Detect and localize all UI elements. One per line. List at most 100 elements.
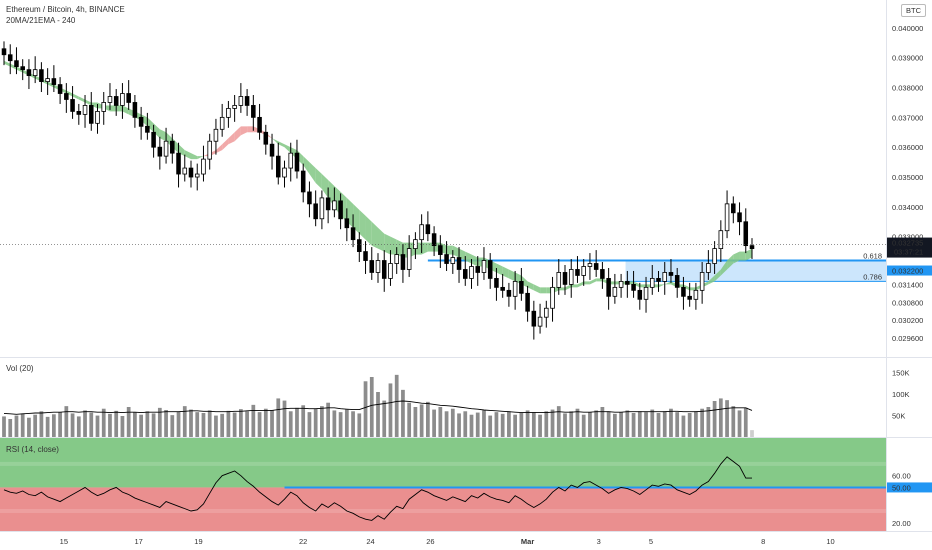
candle [718,230,724,249]
ribbon-segment [303,156,310,175]
rsi-overbought-band [0,461,886,466]
volume-bar [133,412,137,437]
price-tick: 0.033000 [892,233,923,242]
volume-bar [382,400,387,437]
volume-bar [407,402,412,437]
candle [307,191,312,205]
volume-tick: 50K [892,412,905,421]
price-tick: 0.031400 [892,280,923,289]
candle [612,286,618,297]
candle [20,66,25,71]
volume-bar [650,409,655,437]
volume-bar [176,411,181,437]
time-tick: 3 [597,537,601,546]
volume-bar [444,411,449,437]
candle [207,140,212,160]
fib-label: 0.786 [863,272,882,281]
price-tick: 0.034000 [892,203,923,212]
ribbon-segment [596,278,603,282]
currency-badge[interactable]: BTC [901,4,926,17]
candle [600,269,605,279]
volume-bar [276,398,281,437]
ribbon-segment [396,239,403,258]
candle [413,239,418,249]
ribbon-segment [639,284,647,288]
ribbon-segment [85,99,92,106]
volume-bar [475,412,480,437]
ribbon-segment [278,141,285,148]
candle [388,263,393,279]
candle [550,286,555,309]
candle [625,281,630,285]
volume-bar [712,401,717,437]
ribbon-segment [272,138,279,145]
volume-bar [332,410,337,437]
candle [1,48,7,56]
volume-bar [507,411,511,437]
ribbon-segment [465,251,472,264]
rsi-label: RSI (14, close) [6,445,59,454]
price-tick: 0.037000 [892,113,923,122]
volume-bar [120,416,125,437]
volume-bar [637,411,642,437]
time-tick: 10 [826,537,834,546]
ribbon-segment [91,102,98,109]
candle [294,152,300,172]
candle [481,260,487,273]
ribbon-segment [577,281,584,288]
candle [643,286,649,300]
candle [151,131,156,148]
ribbon-segment [565,284,572,291]
volume-bar [700,408,705,437]
candle [244,96,250,106]
candle [562,272,568,285]
candle [194,173,200,178]
ribbon-segment [284,144,291,154]
ribbon-segment [583,281,590,285]
candle [687,295,692,300]
candle [743,221,749,247]
candle [506,289,512,297]
ribbon-segment [159,129,167,142]
volume-bar [463,411,468,437]
ribbon-segment [390,236,397,255]
volume-bar [413,407,418,437]
ribbon-segment [540,287,547,294]
ribbon-segment [496,263,503,276]
volume-bar [151,413,156,437]
rsi-oversold-band [0,508,886,513]
candle [319,197,325,220]
volume-bar [538,414,542,437]
volume-bar [588,412,592,437]
ribbon-segment [727,254,734,270]
volume-bar [207,410,212,437]
ribbon-segment [16,66,23,73]
candle [238,96,244,106]
candle [145,125,150,133]
volume-bar [550,409,555,437]
volume-bar [600,407,605,437]
candle [419,224,424,241]
candle [325,197,331,211]
volume-bar [531,412,536,437]
ribbon-segment [4,60,11,67]
time-tick: 15 [60,537,68,546]
volume-bar [625,410,630,437]
candle [749,245,755,249]
candle [431,233,437,247]
candle [369,260,375,273]
volume-bar [313,408,318,437]
candle [531,310,537,327]
candle [556,272,562,288]
price-tick: 0.040000 [892,24,923,33]
volume-bar [619,412,623,437]
ribbon-segment [353,203,360,234]
candle [182,167,188,175]
ribbon-segment [78,96,86,103]
candle [674,275,680,288]
candle [138,116,144,127]
volume-bar [575,408,580,437]
volume-bar [263,408,268,437]
candle [587,263,593,267]
